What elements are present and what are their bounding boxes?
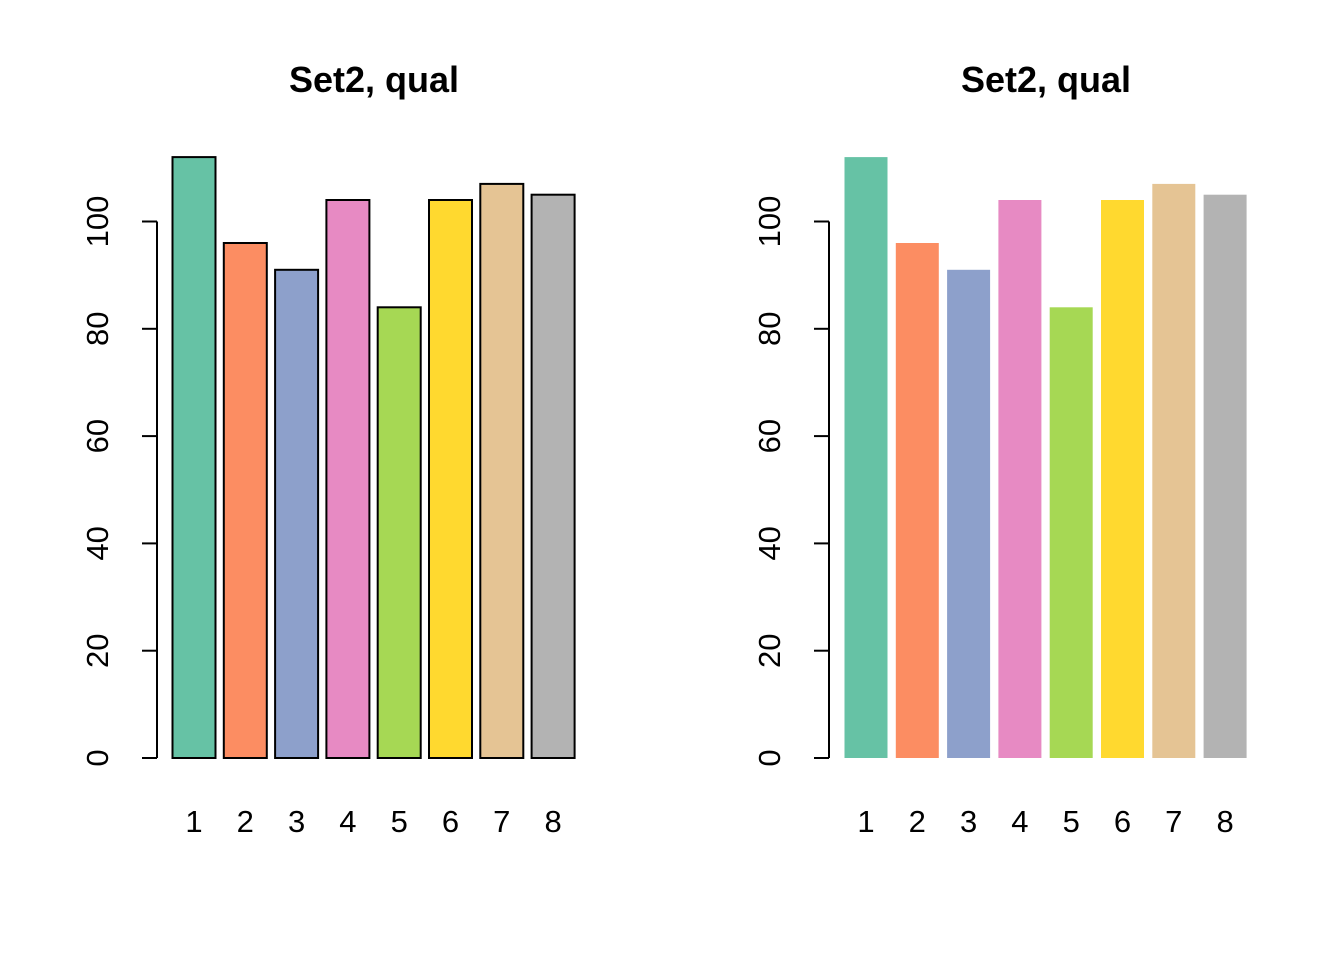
x-tick-label: 7 bbox=[493, 804, 510, 839]
x-tick-label: 6 bbox=[1114, 804, 1131, 839]
y-tick-label: 40 bbox=[752, 526, 787, 560]
y-axis: 0 20 40 60 80 100 bbox=[80, 196, 158, 767]
y-tick-label: 60 bbox=[752, 419, 787, 453]
bar-7 bbox=[1152, 183, 1196, 758]
bar-7 bbox=[479, 182, 525, 759]
bar-6 bbox=[428, 199, 473, 759]
bar-5 bbox=[1049, 307, 1093, 758]
y-tick-label: 0 bbox=[80, 749, 115, 766]
x-tick-label: 3 bbox=[960, 804, 977, 839]
x-tick-label: 6 bbox=[442, 804, 459, 839]
y-tick-label: 80 bbox=[80, 312, 115, 346]
chart-title: Set2, qual bbox=[289, 59, 459, 100]
y-tick-label: 100 bbox=[80, 196, 115, 248]
y-axis: 0 20 40 60 80 100 bbox=[752, 196, 830, 767]
bar-group bbox=[844, 157, 1247, 759]
bar-2 bbox=[222, 242, 268, 759]
y-tick-label: 20 bbox=[80, 633, 115, 667]
bar-4 bbox=[998, 200, 1042, 758]
bar-1 bbox=[844, 157, 888, 759]
x-tick-label: 4 bbox=[1011, 804, 1028, 839]
y-tick-label: 80 bbox=[752, 312, 787, 346]
x-tick-label: 5 bbox=[391, 804, 408, 839]
x-tick-label: 4 bbox=[339, 804, 356, 839]
bar-5 bbox=[376, 306, 422, 759]
x-tick-label: 1 bbox=[185, 804, 202, 839]
y-tick-label: 60 bbox=[80, 419, 115, 453]
x-tick-label: 2 bbox=[909, 804, 926, 839]
x-tick-label: 8 bbox=[544, 804, 561, 839]
x-tick-label: 2 bbox=[237, 804, 254, 839]
bar-2 bbox=[895, 243, 939, 758]
x-tick-label: 1 bbox=[857, 804, 874, 839]
bar-8 bbox=[530, 193, 576, 759]
y-tick-label: 100 bbox=[752, 196, 787, 248]
x-tick-label: 7 bbox=[1165, 804, 1182, 839]
y-tick-label: 20 bbox=[752, 633, 787, 667]
x-tick-label: 3 bbox=[288, 804, 305, 839]
x-tick-label: 8 bbox=[1216, 804, 1233, 839]
y-tick-label: 0 bbox=[752, 749, 787, 766]
y-tick-label: 40 bbox=[80, 526, 115, 560]
x-tick-label: 5 bbox=[1063, 804, 1080, 839]
bar-1 bbox=[171, 156, 217, 760]
bar-4 bbox=[325, 199, 371, 759]
bar-group bbox=[171, 156, 576, 760]
bar-3 bbox=[947, 269, 991, 758]
bar-3 bbox=[274, 268, 320, 759]
chart-title: Set2, qual bbox=[961, 59, 1131, 100]
bar-6 bbox=[1101, 200, 1144, 758]
bar-8 bbox=[1203, 194, 1247, 758]
